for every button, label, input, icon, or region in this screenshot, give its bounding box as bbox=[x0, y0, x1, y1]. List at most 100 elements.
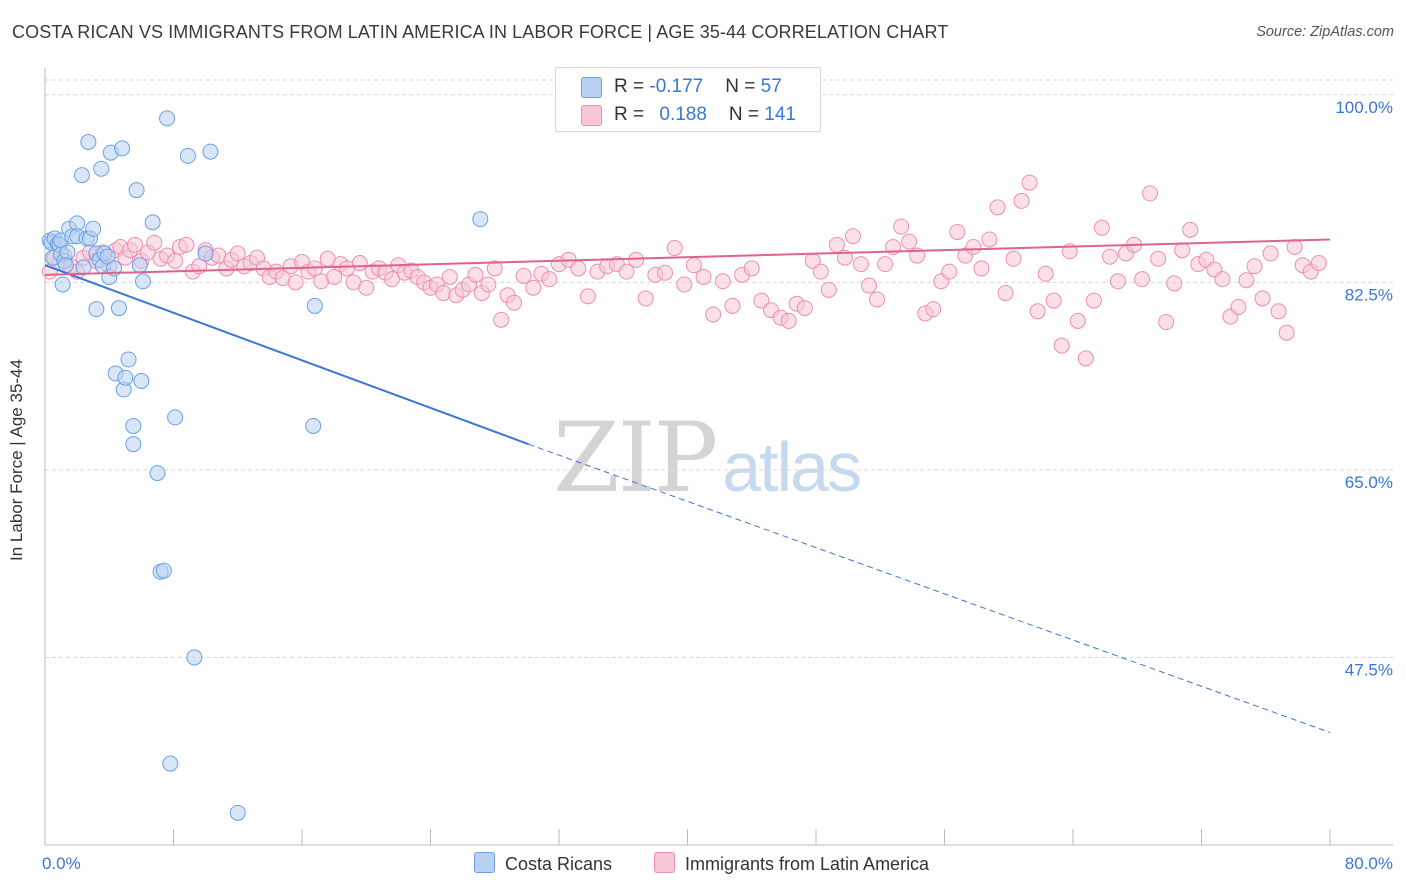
costa-rican-point bbox=[110, 300, 127, 317]
immigrant-point bbox=[925, 301, 942, 318]
immigrant-point bbox=[796, 300, 813, 317]
legend-swatch-pink bbox=[581, 105, 602, 126]
immigrant-point bbox=[178, 236, 195, 253]
costa-rican-point bbox=[88, 301, 105, 318]
immigrant-point bbox=[1005, 250, 1022, 267]
immigrant-point bbox=[1310, 255, 1327, 272]
immigrant-point bbox=[628, 251, 645, 268]
immigrant-point bbox=[1166, 275, 1183, 292]
bottom-legend-costa-ricans: Costa Ricans bbox=[474, 852, 612, 875]
immigrant-point bbox=[525, 279, 542, 296]
costa-rican-point bbox=[73, 167, 90, 184]
costa-rican-point bbox=[131, 257, 148, 274]
immigrant-point bbox=[901, 233, 918, 250]
costa-rican-point bbox=[162, 755, 179, 772]
immigrant-point bbox=[1045, 292, 1062, 309]
x-tick-label: 80.0% bbox=[1345, 854, 1393, 873]
y-tick-label: 47.5% bbox=[1345, 660, 1393, 679]
costa-rican-point bbox=[117, 369, 134, 386]
costa-rican-point bbox=[125, 436, 142, 453]
immigrant-point bbox=[877, 256, 894, 273]
chart-title: COSTA RICAN VS IMMIGRANTS FROM LATIN AME… bbox=[12, 22, 949, 42]
immigrant-point bbox=[1246, 258, 1263, 275]
immigrant-point bbox=[780, 312, 797, 329]
costa-rican-point bbox=[134, 273, 151, 290]
costa-rican-point bbox=[85, 220, 102, 237]
immigrant-point bbox=[1278, 324, 1295, 341]
costa-rican-point bbox=[159, 110, 176, 127]
immigrant-point bbox=[1254, 290, 1271, 307]
tick-label-layer: 100.0% 82.5% 65.0% 47.5% 0.0% 80.0% bbox=[42, 98, 1393, 873]
grid-layer bbox=[45, 79, 1393, 658]
immigrant-point bbox=[351, 255, 368, 272]
costa-rican-point bbox=[472, 211, 489, 228]
y-tick-label: 82.5% bbox=[1345, 285, 1393, 304]
n-label: N = bbox=[725, 76, 761, 97]
immigrant-point bbox=[820, 281, 837, 298]
immigrant-point bbox=[666, 240, 683, 257]
immigrant-point bbox=[287, 274, 304, 291]
immigrant-point bbox=[1286, 238, 1303, 255]
immigrant-point bbox=[861, 277, 878, 294]
immigrant-point bbox=[1021, 174, 1038, 191]
bottom-legend-swatch-blue bbox=[474, 852, 495, 873]
costa-rican-point bbox=[54, 276, 71, 293]
chart-source: Source: ZipAtlas.com bbox=[1256, 24, 1394, 40]
immigrant-point bbox=[570, 260, 587, 277]
immigrant-point bbox=[1101, 248, 1118, 265]
stats-legend: R = -0.177 N = 57 R = 0.188 N = 141 bbox=[555, 67, 821, 132]
immigrant-point bbox=[1077, 350, 1094, 367]
immigrant-point bbox=[657, 264, 674, 281]
immigrant-point bbox=[441, 268, 458, 285]
immigrant-point bbox=[676, 276, 693, 293]
immigrant-point bbox=[480, 276, 497, 293]
immigrant-point bbox=[965, 238, 982, 255]
immigrant-point bbox=[1134, 271, 1151, 288]
immigrant-point bbox=[467, 266, 484, 283]
costa-rican-point bbox=[93, 160, 110, 177]
immigrant-point bbox=[126, 236, 143, 253]
immigrant-point bbox=[973, 260, 990, 277]
immigrant-point bbox=[997, 285, 1014, 302]
bottom-legend-label: Costa Ricans bbox=[505, 854, 613, 874]
immigrant-point bbox=[1262, 245, 1279, 262]
immigrant-point bbox=[326, 268, 343, 285]
costa-rican-point bbox=[125, 417, 142, 434]
immigrant-trend-line bbox=[44, 238, 1331, 276]
costa-rican-point bbox=[305, 417, 322, 434]
immigrant-point bbox=[852, 256, 869, 273]
immigrant-point bbox=[714, 273, 731, 290]
immigrant-point bbox=[579, 288, 596, 305]
immigrant-point bbox=[229, 245, 246, 262]
legend-stats-text: R = 0.188 N = 141 bbox=[614, 104, 796, 126]
immigrant-point bbox=[167, 252, 184, 269]
immigrant-point bbox=[828, 236, 845, 253]
immigrant-point bbox=[1174, 242, 1191, 259]
immigrant-point bbox=[989, 199, 1006, 216]
x-tick-label: 0.0% bbox=[42, 854, 81, 873]
immigrant-point bbox=[1182, 221, 1199, 238]
r-value: -0.177 bbox=[649, 76, 704, 97]
immigrant-point bbox=[358, 279, 375, 296]
costa-rican-point bbox=[179, 147, 196, 164]
immigrant-point bbox=[893, 218, 910, 235]
immigrant-point bbox=[1214, 271, 1231, 288]
immigrant-point bbox=[1053, 337, 1070, 354]
immigrant-point bbox=[743, 260, 760, 277]
immigrant-point bbox=[1238, 272, 1255, 289]
r-label: R = bbox=[614, 76, 650, 97]
costa-rican-trend-extension bbox=[528, 443, 1331, 733]
costa-rican-point bbox=[120, 351, 137, 368]
immigrant-point bbox=[705, 306, 722, 323]
legend-swatch-blue bbox=[581, 77, 602, 98]
immigrant-point bbox=[506, 294, 523, 311]
bottom-legend-swatch-pink bbox=[654, 852, 675, 873]
immigrant-point bbox=[844, 228, 861, 245]
y-tick-label: 100.0% bbox=[1335, 98, 1393, 117]
y-tick-label: 65.0% bbox=[1345, 473, 1393, 492]
immigrant-point bbox=[812, 263, 829, 280]
bottom-legend-label: Immigrants from Latin America bbox=[685, 854, 930, 874]
costa-rican-point bbox=[229, 804, 246, 821]
immigrant-point bbox=[1037, 265, 1054, 282]
